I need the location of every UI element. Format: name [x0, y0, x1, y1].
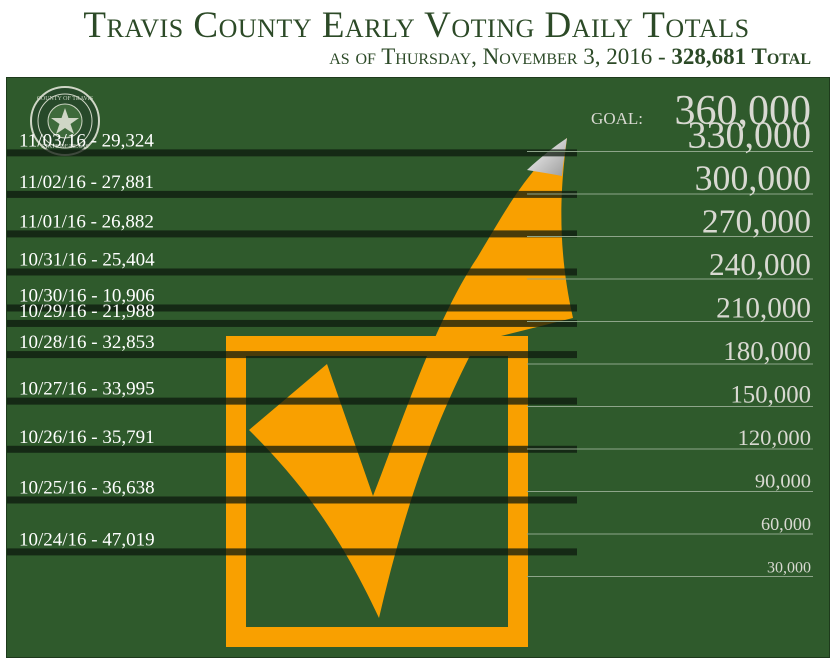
- scale-label: 330,000: [688, 115, 812, 157]
- day-label: 10/29/16 - 21,988: [19, 301, 155, 322]
- scale-label: 30,000: [767, 560, 811, 577]
- page-subtitle: as of Thursday, November 3, 2016 - 328,6…: [329, 44, 811, 70]
- page-title: Travis County Early Voting Daily Totals: [83, 5, 750, 46]
- scale-label: 240,000: [709, 247, 811, 282]
- day-label: 11/01/16 - 26,882: [19, 211, 154, 232]
- subtitle-total: 328,681 Total: [671, 44, 811, 69]
- day-label: 10/31/16 - 25,404: [19, 249, 155, 270]
- day-label: 10/27/16 - 33,995: [19, 379, 155, 400]
- goal-label: GOAL:: [591, 109, 643, 128]
- scale-label: 150,000: [730, 382, 811, 409]
- chart-board: COUNTY OF TRAVIS STATE OF TEXAS 30,000 60…: [6, 77, 830, 658]
- day-band: [7, 319, 577, 327]
- day-band: [7, 496, 577, 504]
- scale-label: 120,000: [738, 425, 811, 450]
- scale-label: 90,000: [755, 471, 811, 493]
- day-band: [7, 149, 577, 157]
- day-band: [7, 548, 577, 556]
- scale-label: 60,000: [761, 514, 811, 534]
- county-seal: COUNTY OF TRAVIS STATE OF TEXAS: [30, 86, 100, 156]
- seal-bottom-text: STATE OF TEXAS: [41, 144, 88, 150]
- day-label: 11/02/16 - 27,881: [19, 172, 154, 193]
- day-label: 10/24/16 - 47,019: [19, 529, 155, 550]
- day-band: [7, 304, 577, 312]
- day-bands: [7, 149, 577, 556]
- check-mark-tip: [527, 138, 567, 176]
- scale-label: 210,000: [716, 293, 811, 325]
- value-scale: 30,000 60,000 90,000 120,000 150,000 180,000 2…: [527, 88, 813, 577]
- day-label: 10/28/16 - 32,853: [19, 332, 155, 353]
- checkbox-frame: [226, 336, 528, 647]
- scale-label: 300,000: [695, 158, 811, 198]
- day-labels: 10/24/16 - 47,019 10/25/16 - 36,638 10/26/…: [19, 130, 155, 550]
- day-band: [7, 268, 577, 276]
- scale-label: 270,000: [702, 204, 811, 241]
- day-label: 11/03/16 - 29,324: [19, 130, 154, 151]
- day-label: 10/26/16 - 35,791: [19, 427, 155, 448]
- goal-value: 360,000: [675, 88, 812, 134]
- day-band: [7, 445, 577, 453]
- day-band: [7, 351, 577, 359]
- day-band: [7, 397, 577, 405]
- seal-top-text: COUNTY OF TRAVIS: [37, 96, 93, 102]
- day-band: [7, 190, 577, 198]
- day-band: [7, 230, 577, 238]
- scale-label: 180,000: [723, 336, 811, 366]
- chart-svg: COUNTY OF TRAVIS STATE OF TEXAS 30,000 60…: [7, 86, 813, 647]
- day-label: 10/30/16 - 10,906: [19, 285, 155, 306]
- subtitle-date: as of Thursday, November 3, 2016 -: [329, 44, 672, 69]
- day-label: 10/25/16 - 36,638: [19, 477, 155, 498]
